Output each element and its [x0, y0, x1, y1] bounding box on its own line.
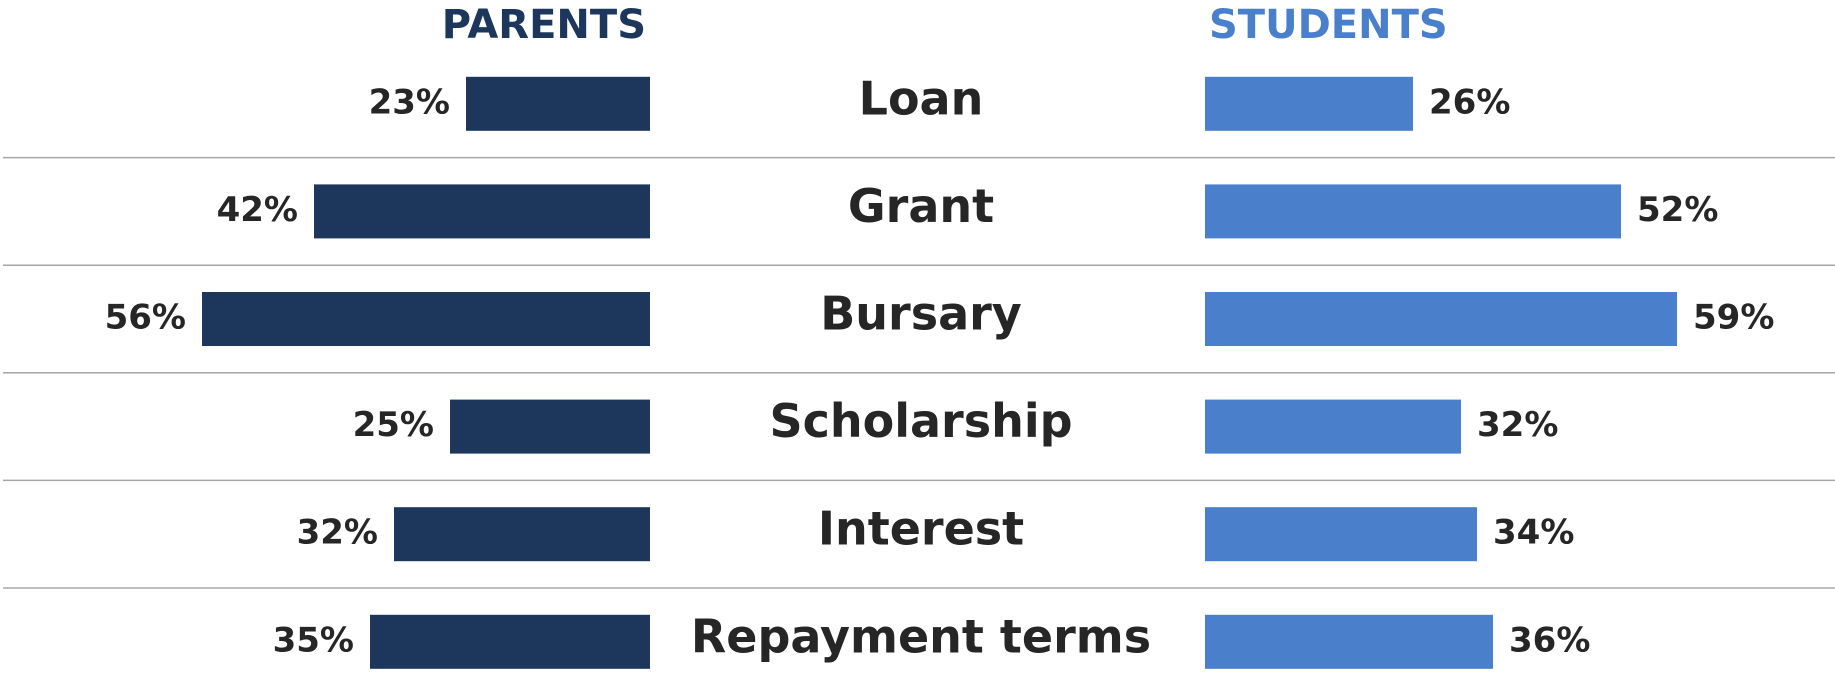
- value-label: 59%: [1693, 298, 1774, 338]
- bar: [370, 614, 650, 669]
- bar: [450, 399, 650, 454]
- bar: [466, 76, 650, 131]
- value-label: 56%: [105, 298, 186, 338]
- category-label: Repayment terms: [691, 609, 1151, 663]
- bar: [314, 184, 650, 239]
- value-label: 34%: [1493, 513, 1574, 553]
- bar: [1205, 184, 1621, 239]
- value-label: 32%: [297, 513, 378, 553]
- legend-parents: PARENTS: [442, 2, 646, 48]
- bar: [394, 507, 650, 562]
- value-label: 52%: [1637, 190, 1718, 230]
- value-label: 42%: [217, 190, 298, 230]
- value-label: 35%: [273, 620, 354, 660]
- value-label: 25%: [353, 405, 434, 445]
- category-label: Bursary: [820, 287, 1022, 341]
- category-label: Interest: [818, 502, 1024, 556]
- value-label: 36%: [1509, 620, 1590, 660]
- bar: [1205, 614, 1493, 669]
- bar: [1205, 76, 1413, 131]
- category-label: Loan: [859, 71, 984, 125]
- category-label: Scholarship: [769, 394, 1072, 448]
- category-label: Grant: [848, 179, 994, 233]
- value-label: 32%: [1477, 405, 1558, 445]
- bar: [1205, 292, 1677, 346]
- bar: [1205, 399, 1461, 454]
- value-label: 26%: [1429, 82, 1510, 122]
- legend-students: STUDENTS: [1209, 2, 1448, 48]
- bar: [202, 292, 650, 346]
- value-label: 23%: [369, 82, 450, 122]
- bar: [1205, 507, 1477, 562]
